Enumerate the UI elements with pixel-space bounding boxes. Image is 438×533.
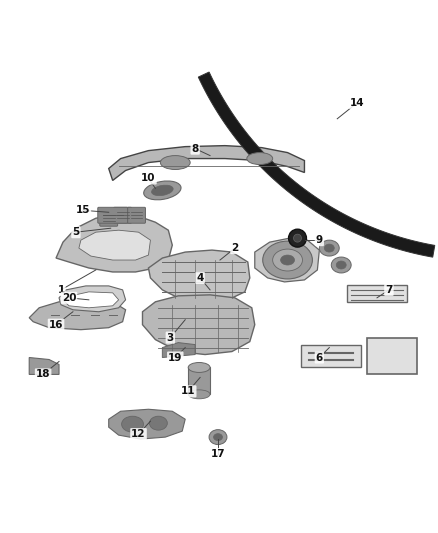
FancyBboxPatch shape bbox=[127, 207, 145, 223]
Polygon shape bbox=[63, 292, 119, 308]
Text: 6: 6 bbox=[316, 352, 323, 362]
Polygon shape bbox=[347, 285, 407, 302]
Text: 9: 9 bbox=[316, 235, 323, 245]
Polygon shape bbox=[188, 367, 210, 394]
Ellipse shape bbox=[209, 430, 227, 445]
Polygon shape bbox=[162, 343, 195, 358]
Ellipse shape bbox=[188, 390, 210, 399]
Text: 18: 18 bbox=[36, 369, 50, 379]
Text: 5: 5 bbox=[72, 227, 80, 237]
Text: 12: 12 bbox=[131, 429, 146, 439]
Polygon shape bbox=[109, 146, 304, 181]
Ellipse shape bbox=[188, 362, 210, 373]
Ellipse shape bbox=[214, 434, 223, 441]
Text: 11: 11 bbox=[181, 386, 195, 397]
Text: 16: 16 bbox=[49, 320, 63, 330]
Ellipse shape bbox=[331, 257, 351, 273]
Ellipse shape bbox=[263, 241, 312, 279]
Polygon shape bbox=[148, 250, 250, 302]
Polygon shape bbox=[29, 300, 126, 330]
Ellipse shape bbox=[319, 240, 339, 256]
FancyBboxPatch shape bbox=[98, 207, 127, 223]
Ellipse shape bbox=[149, 416, 167, 430]
Text: 3: 3 bbox=[167, 333, 174, 343]
Ellipse shape bbox=[293, 234, 301, 242]
Ellipse shape bbox=[336, 261, 346, 269]
FancyBboxPatch shape bbox=[114, 207, 131, 223]
Polygon shape bbox=[367, 337, 417, 375]
Polygon shape bbox=[109, 409, 185, 439]
Ellipse shape bbox=[324, 244, 334, 252]
Polygon shape bbox=[29, 358, 59, 375]
Polygon shape bbox=[198, 72, 435, 257]
Text: 20: 20 bbox=[62, 293, 76, 303]
Text: 14: 14 bbox=[350, 98, 364, 108]
Text: 4: 4 bbox=[196, 273, 204, 283]
Ellipse shape bbox=[122, 416, 144, 432]
Text: 15: 15 bbox=[76, 205, 90, 215]
Ellipse shape bbox=[247, 152, 273, 165]
Polygon shape bbox=[301, 345, 361, 367]
Text: 7: 7 bbox=[385, 285, 392, 295]
Polygon shape bbox=[255, 238, 319, 282]
Ellipse shape bbox=[144, 181, 181, 200]
Ellipse shape bbox=[152, 185, 173, 196]
Ellipse shape bbox=[160, 156, 190, 169]
Ellipse shape bbox=[273, 249, 303, 271]
Text: 17: 17 bbox=[211, 449, 225, 459]
Text: 19: 19 bbox=[168, 352, 183, 362]
Text: 1: 1 bbox=[57, 285, 65, 295]
Polygon shape bbox=[59, 286, 126, 312]
Ellipse shape bbox=[289, 229, 307, 247]
Text: 8: 8 bbox=[191, 143, 199, 154]
Polygon shape bbox=[79, 230, 150, 260]
FancyBboxPatch shape bbox=[100, 211, 118, 226]
Text: 2: 2 bbox=[231, 243, 239, 253]
Polygon shape bbox=[142, 295, 255, 354]
Ellipse shape bbox=[281, 255, 294, 265]
Text: 10: 10 bbox=[141, 173, 155, 183]
Polygon shape bbox=[56, 214, 172, 272]
